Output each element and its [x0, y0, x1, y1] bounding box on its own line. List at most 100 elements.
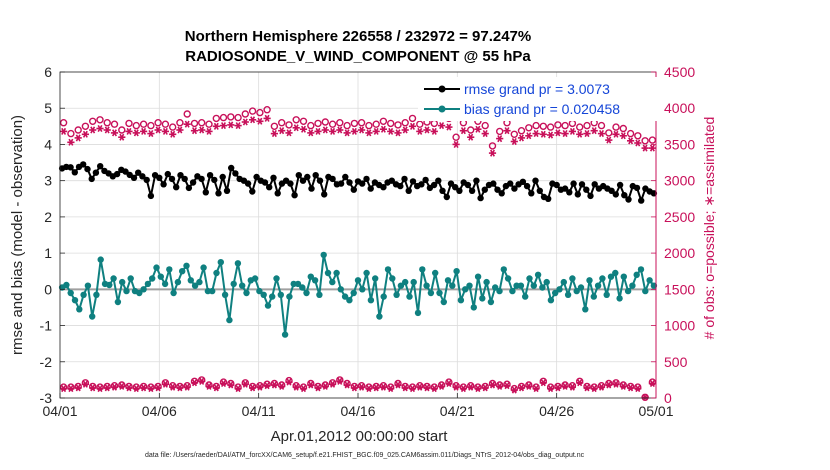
- rmse-point: [308, 185, 315, 192]
- y-tick-label-left: 0: [44, 281, 52, 297]
- bias-point: [470, 304, 477, 311]
- obs-bottom-assimilated-marker: [510, 386, 518, 394]
- rmse-point: [113, 170, 121, 178]
- bias-point: [569, 275, 576, 282]
- bias-point: [324, 269, 332, 277]
- obs-assimilated-marker: [74, 134, 82, 142]
- bias-point: [624, 287, 632, 295]
- obs-bottom-assimilated-marker: [278, 382, 286, 390]
- obs-assimilated-marker: [212, 122, 220, 130]
- bias-point: [179, 268, 186, 275]
- rmse-point: [219, 173, 226, 181]
- obs-bottom-assimilated-marker: [96, 385, 104, 393]
- rmse-point: [261, 179, 269, 186]
- obs-bottom-assimilated-marker: [612, 380, 620, 388]
- bias-point: [534, 271, 542, 278]
- rmse-point: [189, 179, 197, 186]
- bias-point: [603, 291, 610, 298]
- obs-assimilated-marker: [299, 125, 308, 133]
- y-tick-label-left: 4: [44, 136, 52, 152]
- y-axis-right-label: # of obs: o=possible; ∗=assimilated: [701, 117, 717, 340]
- obs-assimilated-marker: [140, 127, 148, 135]
- obs-possible-marker: [605, 129, 613, 137]
- y-tick-label-right: 4000: [664, 100, 695, 116]
- bias-point: [577, 284, 585, 291]
- rmse-point: [578, 181, 586, 188]
- bias-point: [419, 266, 426, 273]
- obs-assimilated-marker: [576, 130, 584, 138]
- obs-bottom-assimilated-marker: [459, 385, 467, 393]
- rmse-point: [397, 182, 404, 190]
- bias-point: [462, 286, 469, 293]
- rmse-point: [206, 172, 214, 179]
- obs-bottom-assimilated-marker: [568, 383, 576, 391]
- obs-bottom-assimilated-marker: [525, 382, 533, 390]
- bias-point: [213, 269, 220, 277]
- obs-bottom-assimilated-marker: [147, 385, 155, 393]
- obs-assimilated-marker: [387, 127, 395, 135]
- rmse-point: [244, 180, 252, 187]
- bias-point: [487, 298, 495, 306]
- obs-assimilated-marker: [161, 127, 169, 135]
- obs-possible-marker: [408, 114, 417, 123]
- bias-point: [157, 273, 164, 280]
- bias-point: [389, 275, 396, 282]
- obs-possible-marker: [103, 118, 111, 127]
- y-tick-label-right: 3000: [664, 173, 695, 189]
- obs-bottom-assimilated-marker: [314, 384, 322, 392]
- x-tick-label: 04/01: [42, 403, 77, 419]
- rmse-point: [447, 180, 455, 187]
- obs-assimilated-marker: [278, 127, 286, 135]
- rmse-point: [88, 175, 95, 183]
- obs-assimilated-marker: [525, 132, 533, 140]
- rmse-point: [452, 184, 459, 191]
- obs-assimilated-marker: [634, 139, 642, 147]
- x-tick-label: 04/11: [242, 403, 276, 419]
- obs-bottom-assimilated-marker: [634, 385, 642, 393]
- obs-bottom-assimilated-marker: [648, 379, 656, 388]
- bias-point: [457, 297, 465, 304]
- obs-bottom-assimilated-marker: [205, 382, 213, 390]
- obs-assimilated-marker: [118, 133, 126, 141]
- obs-possible-marker: [110, 120, 119, 128]
- bias-point: [582, 306, 589, 313]
- y-tick-label-left: 5: [44, 100, 52, 116]
- obs-assimilated-marker: [227, 121, 235, 129]
- obs-possible-marker: [190, 119, 199, 128]
- obs-assimilated-marker: [67, 138, 75, 146]
- obs-possible-marker: [81, 122, 90, 131]
- obs-possible-marker: [132, 121, 141, 130]
- rmse-point: [456, 187, 463, 194]
- obs-bottom-assimilated-marker: [263, 382, 271, 390]
- obs-assimilated-marker: [198, 126, 206, 134]
- obs-bottom-assimilated-marker: [169, 383, 177, 391]
- obs-bottom-assimilated-marker: [249, 384, 257, 392]
- obs-bottom-assimilated-marker: [241, 380, 249, 388]
- obs-assimilated-marker: [561, 130, 569, 138]
- bias-point: [230, 280, 237, 288]
- rmse-point: [143, 176, 150, 184]
- obs-bottom-assimilated-marker: [365, 385, 373, 393]
- bias-point: [414, 309, 422, 317]
- y-tick-label-right: 1500: [664, 281, 695, 297]
- y-tick-label-right: 2500: [664, 209, 695, 225]
- bias-point: [556, 286, 563, 293]
- bias-point: [93, 291, 100, 298]
- obs-assimilated-marker: [408, 122, 417, 130]
- obs-assimilated-marker: [430, 127, 438, 135]
- rmse-point: [468, 187, 476, 194]
- rmse-point: [553, 181, 560, 189]
- y-tick-label-right: 500: [664, 354, 688, 370]
- rmse-point: [566, 189, 573, 196]
- obs-possible-marker: [525, 124, 533, 132]
- obs-assimilated-marker: [568, 127, 576, 135]
- bias-point: [71, 297, 79, 304]
- obs-assimilated-marker: [329, 127, 337, 135]
- bias-point: [316, 291, 323, 298]
- rmse-point: [511, 185, 518, 192]
- obs-assimilated-marker: [256, 117, 264, 125]
- obs-bottom-assimilated-marker: [401, 384, 409, 392]
- bias-point: [586, 277, 593, 284]
